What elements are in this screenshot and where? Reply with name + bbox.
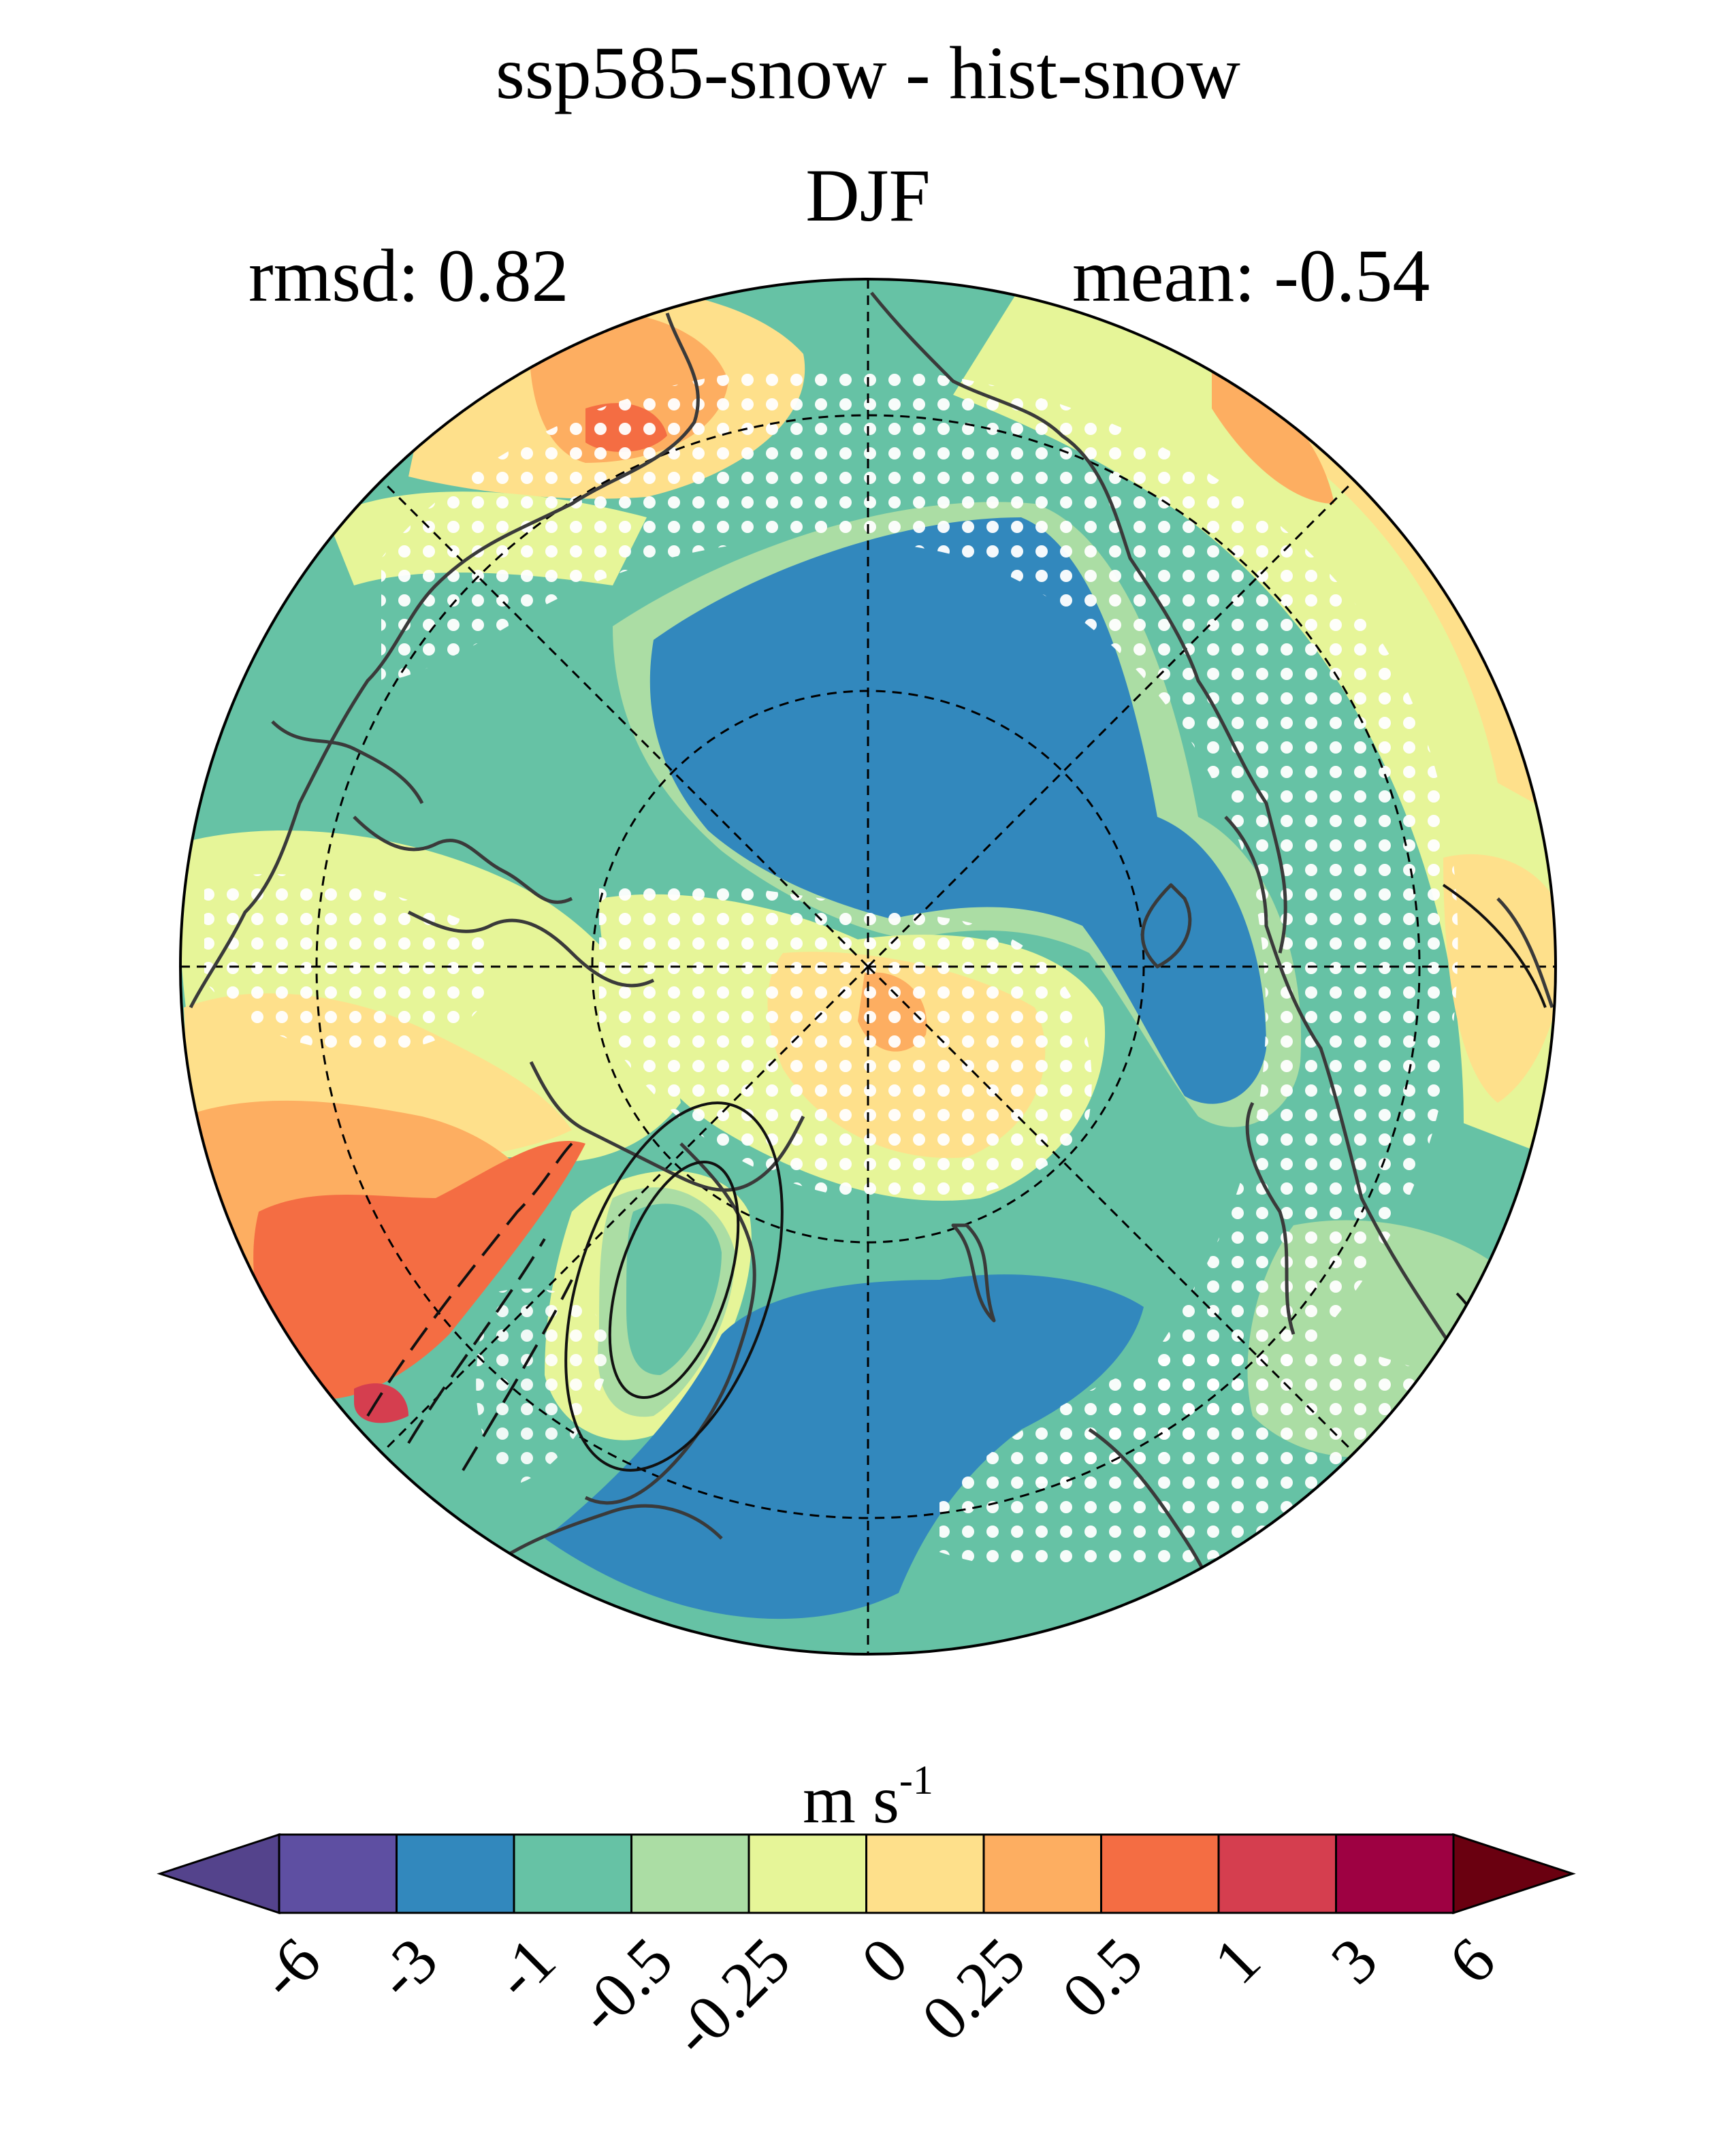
colorbar-box	[1335, 1833, 1455, 1914]
colorbar-under-triangle	[157, 1833, 280, 1915]
units-label: m s-1	[0, 1760, 1736, 1834]
colorbar	[157, 1833, 1576, 1915]
colorbar-box	[513, 1833, 632, 1914]
colorbar-box	[630, 1833, 750, 1914]
mean-label: mean: -0.54	[1072, 234, 1430, 317]
colorbar-tick-label: 0.25	[907, 1923, 1039, 2055]
colorbar-box	[1217, 1833, 1337, 1914]
map-field	[180, 279, 1556, 1654]
colorbar-box	[1100, 1833, 1220, 1914]
colorbar-tick-label: 0.5	[1048, 1923, 1157, 2032]
polar-map	[179, 278, 1557, 1656]
units-exponent: -1	[899, 1758, 933, 1803]
colorbar-tick-label: 6	[1434, 1923, 1509, 1998]
rmsd-label: rmsd: 0.82	[248, 234, 569, 317]
colorbar-box	[748, 1833, 867, 1914]
colorbar-tick-label: -3	[362, 1923, 452, 2013]
colorbar-tick-label: 3	[1317, 1923, 1392, 1998]
colorbar-over-triangle	[1452, 1833, 1576, 1915]
colorbar-tick-label: -6	[244, 1923, 334, 2013]
colorbar-tick-label: -0.25	[657, 1923, 804, 2070]
colorbar-box	[865, 1833, 985, 1914]
colorbar-box	[278, 1833, 398, 1914]
colorbar-tick-label: 0	[847, 1923, 922, 1998]
plot-title: ssp585-snow - hist-snow	[496, 31, 1240, 114]
map-border	[179, 278, 1557, 1656]
units-text: m s	[803, 1762, 899, 1837]
colorbar-tick-label: 1	[1200, 1923, 1274, 1998]
colorbar-box	[396, 1833, 515, 1914]
colorbar-tick-label: -1	[479, 1923, 569, 2013]
colorbar-box	[982, 1833, 1102, 1914]
season-label: DJF	[805, 154, 931, 237]
